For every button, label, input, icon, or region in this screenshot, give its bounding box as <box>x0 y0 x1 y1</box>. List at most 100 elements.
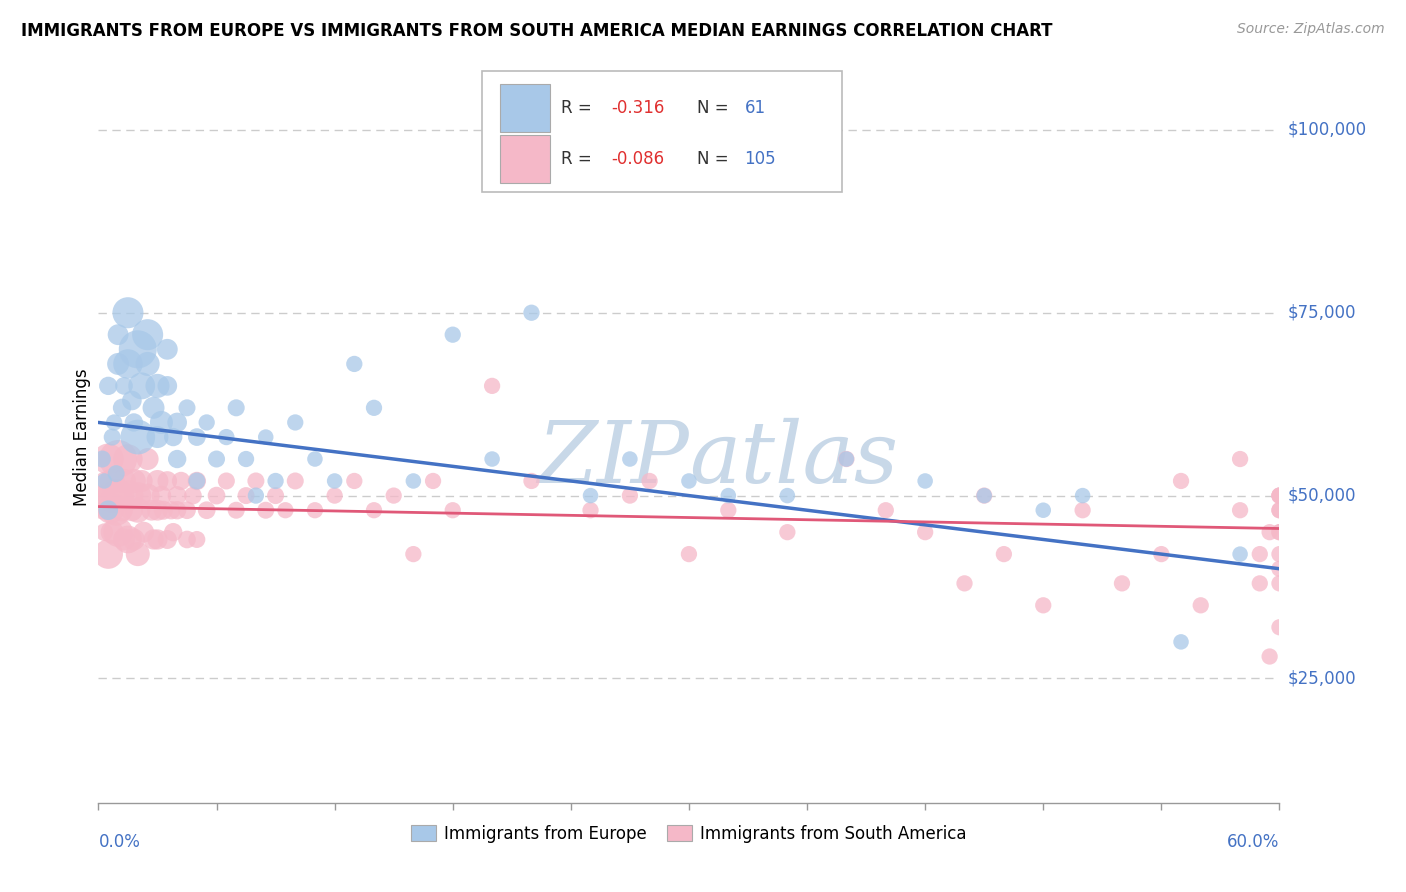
Point <box>579 489 602 503</box>
Point <box>1032 503 1054 517</box>
Point <box>156 343 179 357</box>
Point <box>323 489 346 503</box>
Text: N =: N = <box>697 99 734 117</box>
Point <box>254 503 277 517</box>
Point <box>93 474 115 488</box>
Point <box>101 474 124 488</box>
Point <box>914 525 936 540</box>
Point <box>225 503 247 517</box>
Point <box>146 533 169 547</box>
Point <box>717 489 740 503</box>
Text: ZIP: ZIP <box>537 417 689 500</box>
Point <box>776 525 799 540</box>
Point <box>1249 576 1271 591</box>
Point <box>235 489 257 503</box>
Point <box>176 533 198 547</box>
Point <box>97 452 120 467</box>
Point <box>1170 635 1192 649</box>
Point <box>441 503 464 517</box>
Point <box>127 343 149 357</box>
Point <box>117 357 139 371</box>
Text: R =: R = <box>561 99 598 117</box>
Point <box>1032 599 1054 613</box>
Point <box>1268 503 1291 517</box>
Point <box>245 489 267 503</box>
Point <box>136 327 159 342</box>
Point <box>91 452 114 467</box>
Point <box>1268 489 1291 503</box>
FancyBboxPatch shape <box>501 135 550 183</box>
Point <box>101 430 124 444</box>
Point <box>284 474 307 488</box>
Point <box>166 489 188 503</box>
Point <box>89 489 111 503</box>
Text: 0.0%: 0.0% <box>98 833 141 851</box>
Text: 60.0%: 60.0% <box>1227 833 1279 851</box>
Point <box>186 474 208 488</box>
Point <box>1111 576 1133 591</box>
Point <box>274 503 297 517</box>
Point <box>1268 576 1291 591</box>
Text: $100,000: $100,000 <box>1288 121 1367 139</box>
Text: -0.086: -0.086 <box>612 150 664 168</box>
Point <box>205 452 228 467</box>
Point <box>1268 489 1291 503</box>
Point <box>254 430 277 444</box>
Point <box>619 489 641 503</box>
Point <box>284 416 307 430</box>
Point <box>186 430 208 444</box>
Point <box>107 452 129 467</box>
Point <box>117 533 139 547</box>
Point <box>1189 599 1212 613</box>
Point <box>136 357 159 371</box>
Point <box>170 474 193 488</box>
Point <box>835 452 858 467</box>
Point <box>91 503 114 517</box>
Point <box>1229 503 1251 517</box>
Point <box>1268 525 1291 540</box>
Point <box>131 379 153 393</box>
Text: 61: 61 <box>744 99 766 117</box>
Point <box>1258 525 1281 540</box>
Point <box>93 474 115 488</box>
Point <box>343 474 366 488</box>
Point <box>225 401 247 415</box>
Point <box>186 474 208 488</box>
Point <box>136 489 159 503</box>
Point <box>111 503 134 517</box>
Point <box>150 489 173 503</box>
Point <box>117 306 139 320</box>
Point <box>105 503 128 517</box>
Point <box>520 474 543 488</box>
Point <box>638 474 661 488</box>
Point <box>96 489 118 503</box>
Point <box>402 547 425 561</box>
Point <box>1268 489 1291 503</box>
Point <box>1229 452 1251 467</box>
Point <box>127 430 149 444</box>
Point <box>1150 547 1173 561</box>
Point <box>973 489 995 503</box>
Point <box>112 379 135 393</box>
Point <box>875 503 897 517</box>
Point <box>953 576 976 591</box>
Point <box>162 525 184 540</box>
Point <box>142 533 165 547</box>
Point <box>343 357 366 371</box>
Point <box>97 547 120 561</box>
Point <box>215 430 238 444</box>
Text: atlas: atlas <box>689 417 898 500</box>
Point <box>993 547 1015 561</box>
Point <box>97 503 120 517</box>
Point <box>162 430 184 444</box>
Text: R =: R = <box>561 150 598 168</box>
Point <box>914 474 936 488</box>
Point <box>363 503 385 517</box>
Point <box>103 489 125 503</box>
Point <box>127 489 149 503</box>
Point <box>304 452 326 467</box>
Point <box>146 379 169 393</box>
Point <box>235 452 257 467</box>
Point <box>1268 503 1291 517</box>
Point <box>363 401 385 415</box>
